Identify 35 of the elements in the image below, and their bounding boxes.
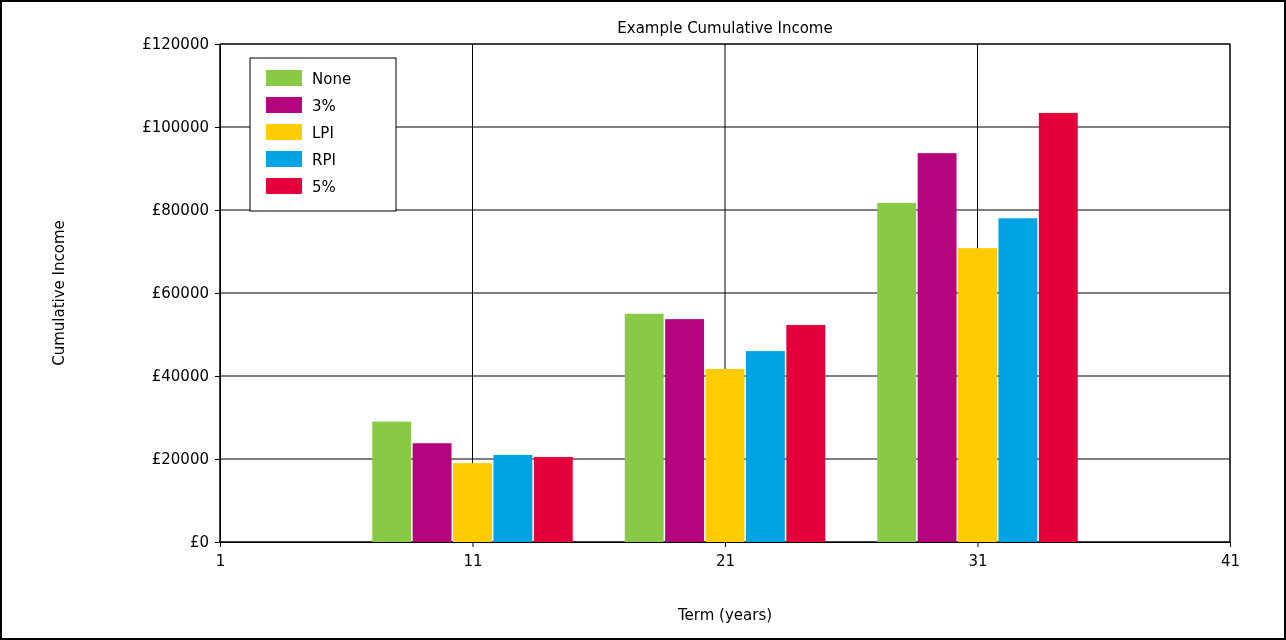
bar: [412, 443, 452, 542]
bar: [745, 351, 785, 542]
bar: [624, 313, 664, 542]
bar: [372, 421, 412, 542]
bar: [917, 153, 957, 542]
legend-label: 5%: [312, 178, 336, 196]
y-tick-label: £60000: [151, 284, 209, 303]
bar: [493, 454, 533, 542]
bar: [998, 218, 1038, 542]
legend-label: None: [312, 70, 352, 88]
bar: [958, 248, 997, 542]
bar: [533, 456, 573, 542]
bar: [453, 463, 492, 542]
y-tick-label: £20000: [151, 450, 209, 469]
bar: [705, 368, 745, 542]
bar: [877, 202, 917, 542]
bar: [665, 319, 705, 542]
y-tick-label: £0: [189, 533, 209, 552]
chart-title: Example Cumulative Income: [617, 19, 833, 37]
y-tick-label: £120000: [142, 35, 209, 54]
x-tick-label: 1: [215, 551, 226, 570]
legend-label: RPI: [312, 151, 336, 169]
y-axis-title: Cumulative Income: [50, 220, 68, 366]
x-axis-title: Term (years): [676, 606, 773, 624]
x-tick-label: 21: [715, 551, 736, 570]
legend-label: LPI: [312, 124, 334, 142]
x-tick-label: 31: [968, 551, 988, 570]
legend-label: 3%: [312, 97, 336, 115]
x-tick-label: 41: [1220, 551, 1241, 570]
y-tick-label: £40000: [151, 367, 209, 386]
y-tick-label: £100000: [142, 118, 209, 137]
bar: [786, 324, 826, 542]
x-tick-label: 11: [463, 551, 483, 570]
bar: [1038, 112, 1078, 542]
y-tick-label: £80000: [151, 201, 209, 220]
